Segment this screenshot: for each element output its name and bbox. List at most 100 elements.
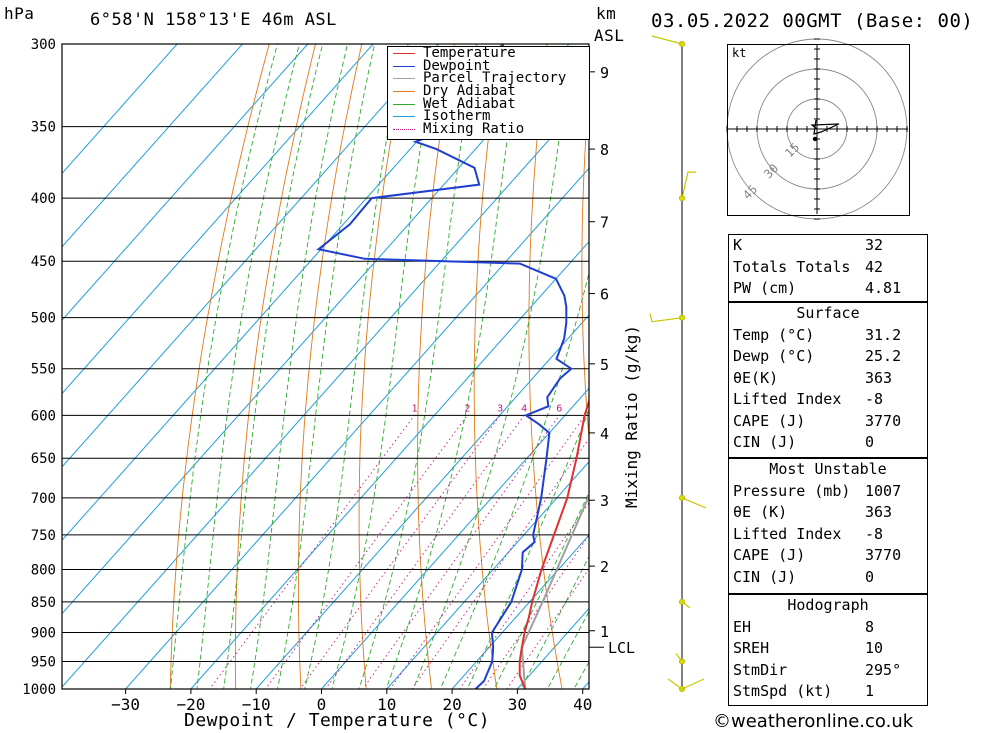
wind-barb <box>649 313 683 323</box>
mu-row: Pressure (mb) 1007 <box>733 481 902 500</box>
wind-barbs <box>649 35 707 693</box>
surface-row: CIN (J) 0 <box>733 433 875 451</box>
wet-adiabat-line <box>439 271 589 689</box>
hodo-row: StmSpd (kt) 1 <box>733 682 875 700</box>
km-tick-label: 4 <box>600 425 609 443</box>
wind-barb <box>651 35 683 45</box>
pressure-tick-label: 500 <box>31 311 56 327</box>
wet-adiabat-lines <box>169 44 589 689</box>
parcel-trajectory-line <box>520 493 589 689</box>
x-tick-label: 40 <box>573 695 592 714</box>
pressure-tick-label: 700 <box>31 491 56 507</box>
hodo-row: StmDir 295° <box>733 660 902 679</box>
indices-box: K 32 Totals Totals 42 PW (cm) 4.81 <box>728 234 928 302</box>
km-tick-label: 9 <box>600 64 609 82</box>
hodo-row: SREH 10 <box>733 639 884 657</box>
isotherm-line <box>386 460 589 689</box>
surface-row: Dewp (°C) 25.2 <box>733 347 902 365</box>
dry-adiabat-line <box>297 44 363 689</box>
mu-row: CAPE (J) 3770 <box>733 546 902 564</box>
hodograph-stats-box: Hodograph EH 8 SREH 10 StmDir 295° StmSpd (… <box>728 594 928 706</box>
hodograph-frame <box>727 44 910 216</box>
pressure-gridlines <box>62 43 589 690</box>
mixing-ratio-line <box>362 415 560 689</box>
x-axis-label: Dewpoint / Temperature (°C) <box>184 710 491 731</box>
index-row-k: K 32 <box>733 236 884 254</box>
hodograph-unit: kt <box>732 46 747 60</box>
wet-adiabat-line <box>304 44 406 689</box>
surface-title: Surface <box>796 304 860 322</box>
surface-row: Lifted Index -8 <box>733 390 884 408</box>
temperature-line <box>518 398 589 689</box>
pressure-tick-label: 600 <box>31 408 56 424</box>
surface-box: Surface Temp (°C) 31.2 Dewp (°C) 25.2 θE(K… <box>728 302 928 458</box>
isotherm-line <box>255 314 589 689</box>
wet-adiabat-line <box>466 408 589 689</box>
km-tick-label: 3 <box>600 492 609 510</box>
isotherm-line <box>62 44 374 395</box>
dewpoint-line <box>316 44 573 689</box>
wet-adiabat-line <box>223 44 324 689</box>
mixing-ratio-line <box>482 534 589 689</box>
dry-adiabat-line <box>633 7 699 715</box>
plot-frame <box>61 43 590 690</box>
x-tick-label: 20 <box>442 695 461 714</box>
legend-item-parcel: Parcel Trajectory <box>388 72 589 85</box>
mixing-ratio-line <box>411 438 589 689</box>
isotherm-line <box>62 44 244 248</box>
pressure-tick-label: 900 <box>31 626 56 642</box>
pressure-tick-label: 650 <box>31 451 56 467</box>
most-unstable-title: Most Unstable <box>769 460 887 478</box>
wind-barb <box>681 601 691 609</box>
x-tick-label: −20 <box>176 695 205 714</box>
pressure-tick-label: 950 <box>31 655 56 671</box>
pressure-tick-label: 800 <box>31 563 56 579</box>
km-tick-label: 8 <box>600 141 609 159</box>
km-unit-label: km <box>596 4 617 23</box>
pressure-tick-label: 350 <box>31 120 56 136</box>
dry-adiabat-lines <box>169 7 1000 715</box>
lcl-label: LCL <box>608 639 635 657</box>
footer-credit[interactable]: ©weatheronline.co.uk <box>713 711 913 732</box>
p-unit-label: hPa <box>4 4 35 23</box>
x-tick-label: 30 <box>508 695 527 714</box>
wind-barb <box>681 171 696 199</box>
hodograph-trace <box>810 119 840 135</box>
site-link[interactable]: weatheronline.co.uk <box>731 711 914 732</box>
pressure-tick-label: 1000 <box>22 682 56 698</box>
mixing-ratio-lines <box>209 415 589 689</box>
mixing-ratio-axis-label: Mixing Ratio (g/kg) <box>622 324 641 508</box>
datetime-title: 03.05.2022 00GMT (Base: 00) <box>651 10 974 32</box>
dry-adiabat-line <box>581 86 589 444</box>
x-tick-label: −10 <box>242 695 271 714</box>
index-row-totals: Totals Totals 42 <box>733 257 884 276</box>
legend-item-dry-adiabat: Dry Adiabat <box>388 84 589 98</box>
pressure-tick-label: 450 <box>31 254 56 270</box>
legend-item-wet-adiabat: Wet Adiabat <box>388 97 589 111</box>
dry-adiabat-line <box>960 7 1000 715</box>
asl-label: ASL <box>594 26 625 45</box>
mixing-ratio-label: 6 <box>556 403 562 414</box>
pressure-tick-label: 300 <box>31 37 56 53</box>
dry-adiabat-line <box>473 44 502 689</box>
km-tick-label: 5 <box>600 356 609 374</box>
hodo-row: EH 8 <box>733 617 875 636</box>
legend-item-mixing-ratio: Mixing Ratio <box>388 122 589 136</box>
legend-item-isotherm: Isotherm <box>388 110 589 123</box>
surface-row: θE(K) 363 <box>733 368 893 387</box>
location-title: 6°58'N 158°13'E 46m ASL <box>90 10 337 30</box>
wet-adiabat-line <box>358 44 477 689</box>
wet-adiabat-line <box>250 44 348 689</box>
most-unstable-box: Most Unstable Pressure (mb) 1007 θE (K) 36… <box>728 458 928 594</box>
isotherm-line <box>320 387 589 689</box>
x-tick-label: 10 <box>377 695 396 714</box>
wet-adiabat-line <box>385 44 522 689</box>
mu-row: Lifted Index -8 <box>733 524 884 543</box>
km-tick-label: 1 <box>600 623 609 641</box>
pressure-tick-label: 550 <box>31 362 56 378</box>
mixing-ratio-label: 1 <box>411 403 417 414</box>
legend-item-temperature: Temperature <box>388 46 589 60</box>
dry-adiabat-line <box>358 44 409 689</box>
profiles <box>316 44 589 689</box>
mixing-ratio-line <box>324 415 525 689</box>
